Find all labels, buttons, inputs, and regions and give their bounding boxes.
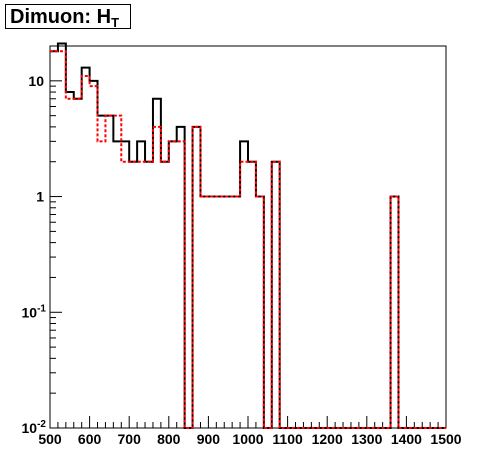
x-tick-label: 1400 <box>391 431 422 447</box>
x-tick-label: 1200 <box>312 431 343 447</box>
x-tick-label: 900 <box>197 431 221 447</box>
x-tick-label: 800 <box>157 431 181 447</box>
title-subscript: T <box>111 15 120 30</box>
x-tick-label: 600 <box>78 431 102 447</box>
y-tick-label: 1 <box>36 189 44 205</box>
title-main: Dimuon: H <box>10 6 112 28</box>
x-tick-label: 1100 <box>272 431 303 447</box>
y-tick-label: 10-1 <box>22 303 47 320</box>
histogram-series-0 <box>50 42 446 429</box>
x-tick-label: 1300 <box>351 431 382 447</box>
plot-frame <box>49 45 447 429</box>
x-tick-label: 700 <box>118 431 142 447</box>
histogram-series-1 <box>50 50 446 429</box>
y-tick-label: 10-2 <box>22 419 47 436</box>
x-tick-label: 1000 <box>232 431 263 447</box>
tick-labels: 500 600 700 800 900 1000 1100 1200 1300 1400 1500 1… <box>22 73 462 447</box>
axis-ticks <box>49 45 447 429</box>
series-layer <box>50 42 446 429</box>
chart-title: Dimuon: HT <box>5 4 131 30</box>
x-tick-label: 1500 <box>430 431 461 447</box>
x-tick-label: 500 <box>38 431 62 447</box>
y-tick-label: 10 <box>28 73 44 89</box>
